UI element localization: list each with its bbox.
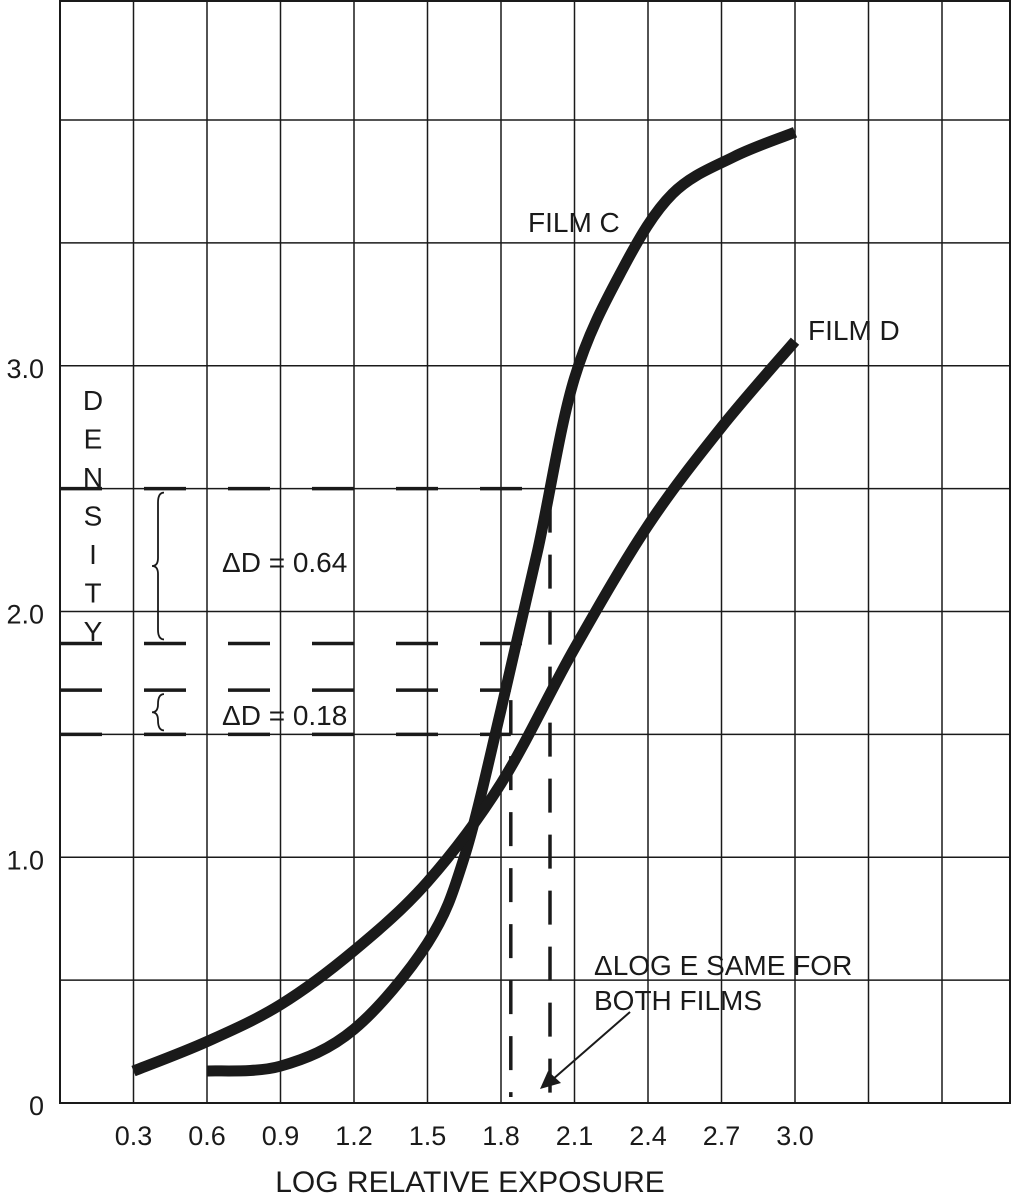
delta-log-e-label-line1: ΔLOG E SAME FOR bbox=[594, 950, 852, 981]
y-tick-label: 2.0 bbox=[6, 600, 44, 630]
y-axis-label-letter: D bbox=[83, 385, 103, 416]
x-tick-labels: 0.3 0.6 0.9 1.2 1.5 1.8 2.1 2.4 2.7 3.0 bbox=[115, 1121, 814, 1151]
x-tick-label: 2.7 bbox=[703, 1121, 741, 1151]
series-label-film-c: FILM C bbox=[528, 207, 620, 238]
y-axis-label-letter: E bbox=[84, 424, 103, 455]
delta-brace bbox=[151, 491, 165, 641]
delta-brace bbox=[151, 693, 165, 732]
delta-braces bbox=[151, 491, 165, 732]
y-tick-labels: 0 1.0 2.0 3.0 bbox=[6, 354, 44, 1121]
film-d-curve bbox=[131, 337, 800, 1077]
curves bbox=[131, 127, 800, 1077]
y-tick-label: 3.0 bbox=[6, 354, 44, 384]
y-axis-label-letter: Y bbox=[84, 616, 103, 647]
y-axis-label-letter: S bbox=[84, 501, 103, 532]
x-axis-label: LOG RELATIVE EXPOSURE bbox=[275, 1166, 665, 1199]
delta-d-c-label: ΔD = 0.64 bbox=[222, 547, 347, 578]
x-tick-label: 1.8 bbox=[482, 1121, 520, 1151]
y-axis-label-letter: I bbox=[89, 539, 97, 570]
plot-frame bbox=[59, 0, 1011, 1104]
x-tick-label: 0.3 bbox=[115, 1121, 153, 1151]
x-tick-label: 1.2 bbox=[335, 1121, 373, 1151]
x-tick-label: 0.6 bbox=[188, 1121, 226, 1151]
x-tick-label: 3.0 bbox=[776, 1121, 814, 1151]
y-tick-label: 0 bbox=[29, 1091, 44, 1121]
delta-log-e-arrow bbox=[551, 1011, 631, 1081]
series-label-film-d: FILM D bbox=[808, 315, 900, 346]
y-axis-label-letter: N bbox=[83, 462, 103, 493]
x-tick-label: 2.4 bbox=[629, 1121, 667, 1151]
film-c-curve bbox=[206, 127, 798, 1077]
y-tick-label: 1.0 bbox=[6, 845, 44, 875]
delta-log-e-arrowhead bbox=[540, 1071, 561, 1089]
x-tick-label: 1.5 bbox=[409, 1121, 447, 1151]
delta-d-d-label: ΔD = 0.18 bbox=[222, 700, 347, 731]
y-axis-label-letter: T bbox=[84, 578, 101, 609]
delta-log-e-label-line2: BOTH FILMS bbox=[594, 985, 762, 1016]
x-tick-label: 0.9 bbox=[262, 1121, 300, 1151]
x-tick-label: 2.1 bbox=[556, 1121, 594, 1151]
grid bbox=[59, 0, 1011, 1104]
